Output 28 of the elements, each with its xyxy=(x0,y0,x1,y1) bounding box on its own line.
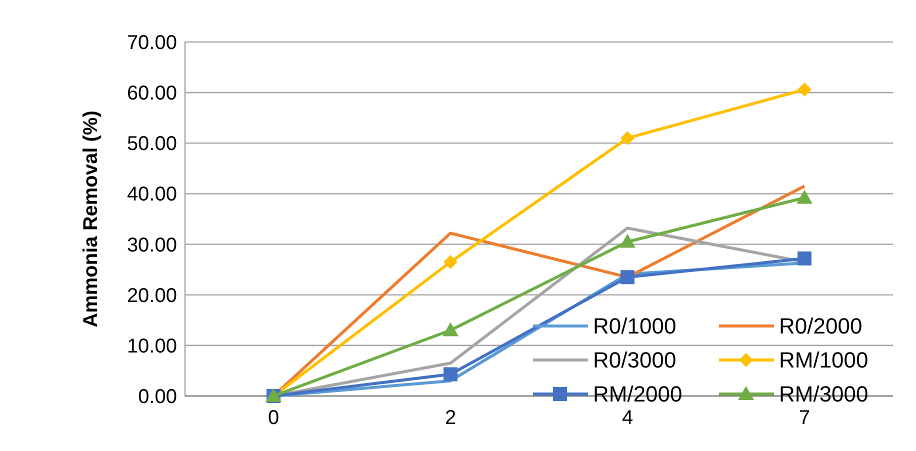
point xyxy=(442,322,458,336)
legend-label: RM/1000 xyxy=(779,348,868,373)
y-tick-label: 50.00 xyxy=(126,133,177,156)
point xyxy=(620,131,634,146)
y-tick-label: 30.00 xyxy=(126,234,177,256)
legend-label: R0/2000 xyxy=(779,314,862,339)
legend-label: RM/3000 xyxy=(779,382,868,407)
x-tick-label: 2 xyxy=(444,407,456,429)
point xyxy=(444,254,458,269)
y-axis-title: Ammonia Removal (%) xyxy=(80,110,102,328)
y-tick-label: 20.00 xyxy=(126,284,177,307)
legend-label: R0/3000 xyxy=(593,348,676,373)
point xyxy=(620,270,634,284)
y-tick-label: 60.00 xyxy=(126,82,177,105)
x-tick-label: 4 xyxy=(622,407,634,429)
point xyxy=(798,82,812,97)
point xyxy=(620,234,636,248)
y-tick-label: 40.00 xyxy=(126,184,177,206)
point xyxy=(796,190,812,204)
point xyxy=(798,251,812,266)
y-tick-label: 0.00 xyxy=(138,386,177,408)
legend-label: R0/1000 xyxy=(593,314,676,339)
x-tick-label: 0 xyxy=(268,407,280,429)
y-tick-label: 10.00 xyxy=(126,335,177,358)
legend-label: RM/2000 xyxy=(593,382,682,407)
x-tick-label: 7 xyxy=(798,407,810,429)
point xyxy=(444,367,458,382)
y-tick-label: 70.00 xyxy=(126,32,177,54)
